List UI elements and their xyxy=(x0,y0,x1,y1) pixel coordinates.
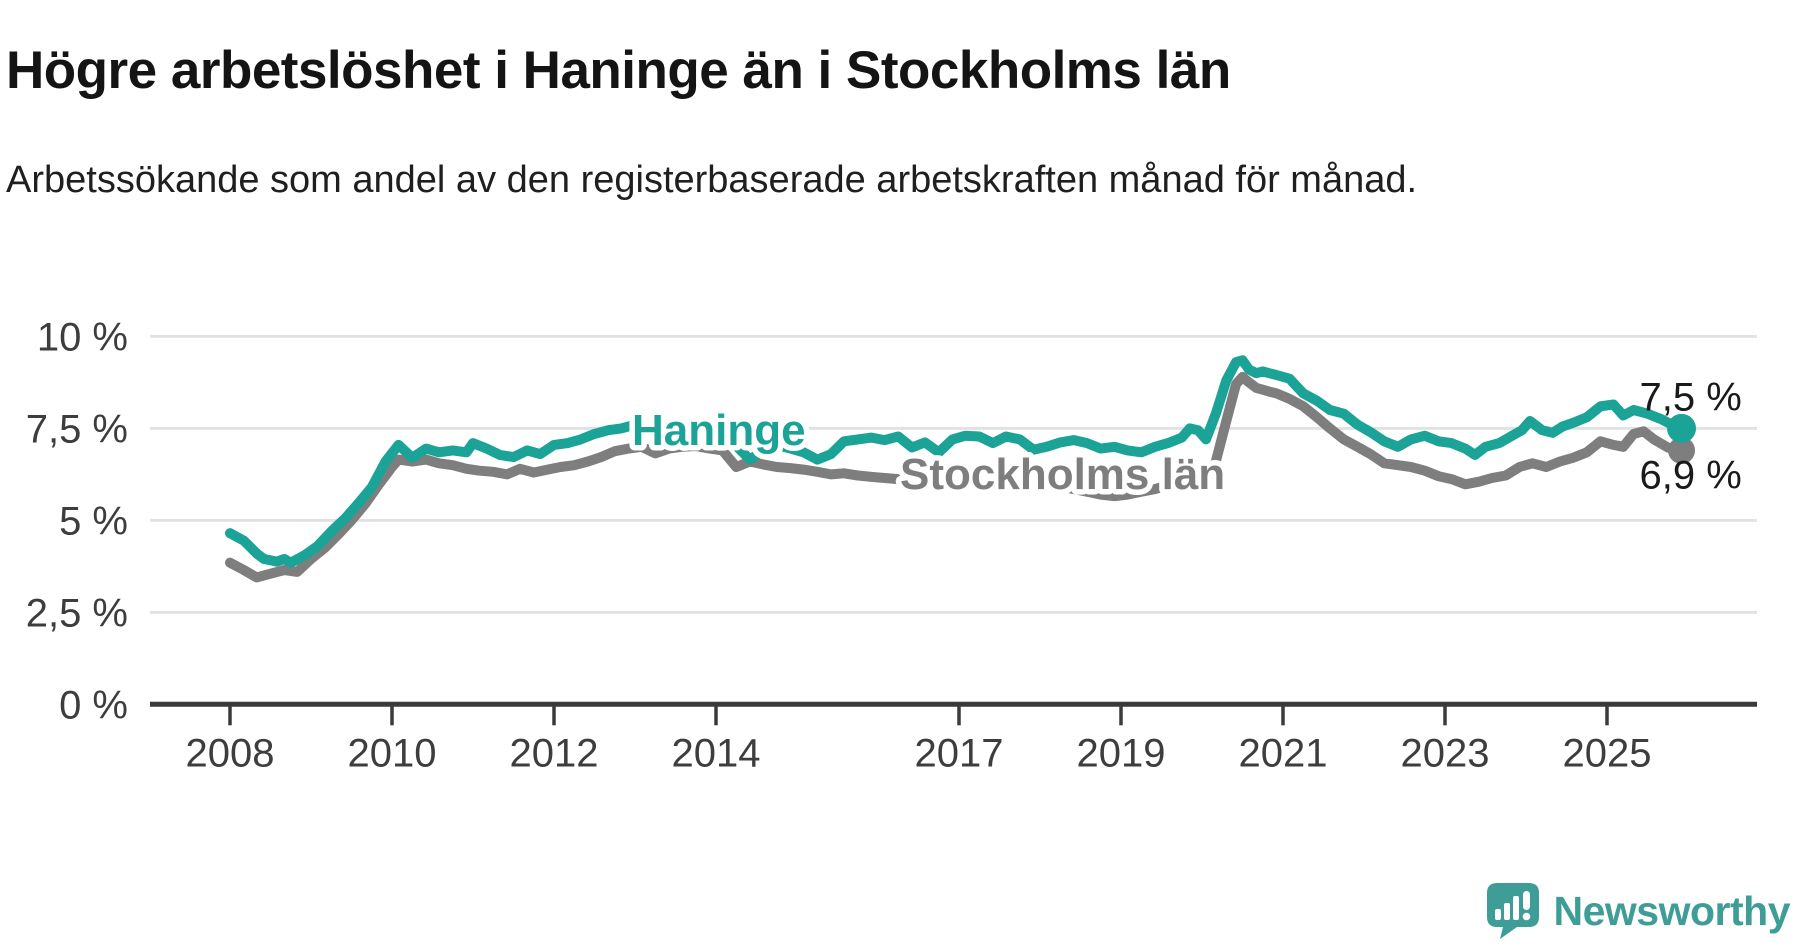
chart-subtitle: Arbetssökande som andel av den registerb… xyxy=(6,159,1418,201)
end-value-label-haninge: 7,5 % xyxy=(1640,375,1742,419)
x-axis-tick-label: 2025 xyxy=(1563,731,1652,775)
x-axis-tick-label: 2014 xyxy=(672,731,761,775)
end-value-label-stockholms-lan: 6,9 % xyxy=(1640,453,1742,497)
end-dot-haninge xyxy=(1667,413,1697,443)
x-axis-tick-label: 2023 xyxy=(1401,731,1490,775)
y-axis-tick-label: 7,5 % xyxy=(26,407,128,451)
newsworthy-brand: Newsworthy xyxy=(1486,882,1791,940)
x-axis-tick-label: 2012 xyxy=(510,731,599,775)
x-axis-tick-label: 2010 xyxy=(348,731,437,775)
x-axis-tick-label: 2008 xyxy=(186,731,275,775)
x-axis-tick-label: 2017 xyxy=(915,731,1004,775)
y-axis-tick-label: 2,5 % xyxy=(26,591,128,635)
newsworthy-logo-text: Newsworthy xyxy=(1553,887,1791,934)
x-axis-tick-label: 2019 xyxy=(1077,731,1166,775)
x-axis-tick-label: 2021 xyxy=(1239,731,1328,775)
page-title: Högre arbetslöshet i Haninge än i Stockh… xyxy=(6,40,1231,100)
y-axis-tick-label: 0 % xyxy=(59,683,128,727)
series-label-haninge: Haninge xyxy=(632,406,806,455)
newsworthy-logo-icon xyxy=(1486,883,1539,939)
end-dot-stockholms-lan xyxy=(1668,436,1696,464)
y-axis-tick-label: 5 % xyxy=(59,499,128,543)
y-axis-tick-label: 10 % xyxy=(37,315,128,359)
series-line-stockholms-lan xyxy=(225,371,1687,583)
series-label-stockholms-lan: Stockholms län xyxy=(900,450,1225,499)
series-line-haninge xyxy=(225,355,1687,568)
